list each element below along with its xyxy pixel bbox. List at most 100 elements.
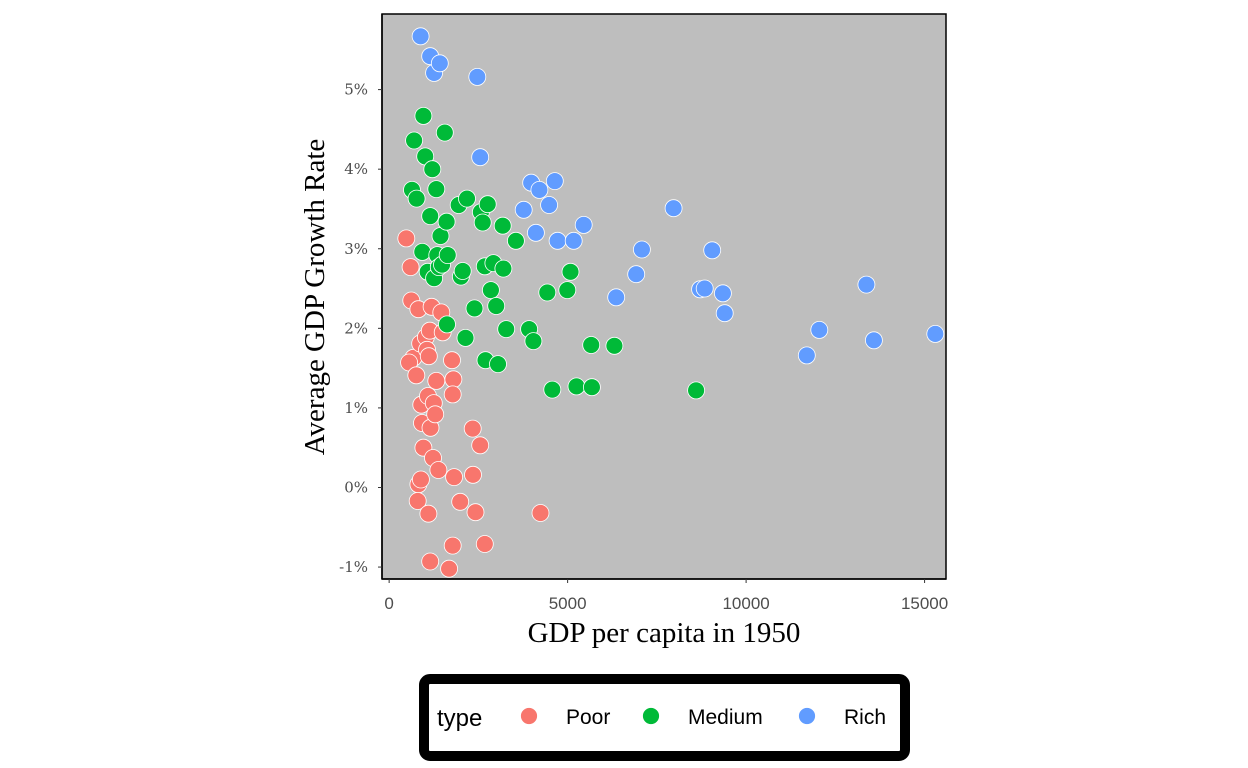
legend-key-medium [642,707,660,725]
point-medium [605,336,624,355]
point-rich [715,304,734,323]
y-tick-label: 5% [344,81,368,99]
legend-key-rich [798,707,816,725]
legend-title: type [437,705,482,732]
point-rich [857,275,876,294]
point-rich [411,27,430,46]
point-poor [463,419,482,438]
point-rich [540,196,558,214]
point-rich [514,200,533,219]
point-poor [421,552,440,571]
point-poor [429,461,448,479]
x-axis-ticks: 0 5000 10000 15000 [384,579,948,613]
point-rich [468,68,487,86]
point-medium [558,281,577,300]
point-rich [664,199,683,218]
y-tick-label: -1% [339,558,368,576]
point-rich [810,320,829,339]
legend: type Poor Medium Rich [419,674,910,761]
point-poor [531,504,550,522]
legend-items: Poor Medium Rich [520,706,886,729]
point-rich [695,279,714,298]
point-rich [430,54,449,73]
point-poor [440,559,459,578]
point-medium [438,315,456,334]
point-rich [865,331,883,350]
legend-key-poor [520,707,538,725]
point-medium [465,299,484,318]
y-tick-label: 0% [344,478,368,496]
point-medium [582,336,601,354]
point-rich [714,284,732,303]
point-poor [475,535,494,553]
point-medium [437,212,456,231]
point-medium [567,377,586,396]
point-poor [411,470,430,489]
point-medium [687,381,705,400]
point-rich [797,346,816,365]
point-poor [419,504,438,523]
point-medium [407,189,426,208]
point-medium [524,332,543,351]
legend-box [419,674,910,761]
point-poor [443,351,461,370]
point-rich [530,180,549,199]
y-axis-title: Average GDP Growth Rate [299,139,331,456]
point-poor [426,405,445,424]
y-tick-label: 3% [344,240,368,258]
point-medium [487,297,506,315]
point-medium [489,355,507,374]
point-poor [444,370,463,389]
point-medium [456,328,475,347]
point-medium [435,123,454,142]
x-axis-title: GDP per capita in 1950 [528,617,801,649]
point-poor [445,468,464,487]
legend-label-poor: Poor [566,706,610,729]
x-tick-label: 15000 [901,594,948,613]
point-poor [427,371,446,390]
point-medium [538,283,557,302]
point-medium [497,320,516,339]
point-poor [466,503,485,522]
point-medium [493,216,512,235]
point-medium [414,107,433,125]
point-medium [478,195,497,214]
point-medium [561,262,580,281]
point-poor [407,366,426,385]
point-medium [458,189,476,208]
point-medium [423,160,442,179]
point-rich [564,231,583,250]
legend-label-rich: Rich [844,706,886,729]
x-tick-label: 10000 [722,594,769,613]
y-tick-label: 4% [344,160,368,178]
point-medium [494,259,513,278]
point-medium [481,281,500,300]
legend-label-medium: Medium [688,706,763,729]
point-medium [543,380,562,399]
plot-panel [381,13,947,580]
data-points [397,27,945,578]
point-rich [627,265,646,284]
point-rich [548,231,567,250]
point-poor [471,436,490,455]
point-rich [926,324,945,343]
point-poor [419,347,438,366]
point-poor [443,536,462,555]
point-medium [507,231,525,250]
y-axis-ticks: -1% 0% 1% 2% 3% 4% 5% [339,81,382,576]
point-poor [397,229,416,248]
y-tick-label: 1% [344,399,368,417]
point-poor [464,465,482,484]
x-tick-label: 0 [384,594,393,613]
point-medium [453,262,472,280]
point-rich [545,172,564,191]
point-rich [527,223,545,242]
point-poor [408,492,427,510]
point-medium [421,207,440,226]
point-medium [413,242,432,261]
point-rich [633,240,651,259]
point-rich [607,288,626,307]
point-medium [438,246,457,265]
point-poor [443,385,462,404]
